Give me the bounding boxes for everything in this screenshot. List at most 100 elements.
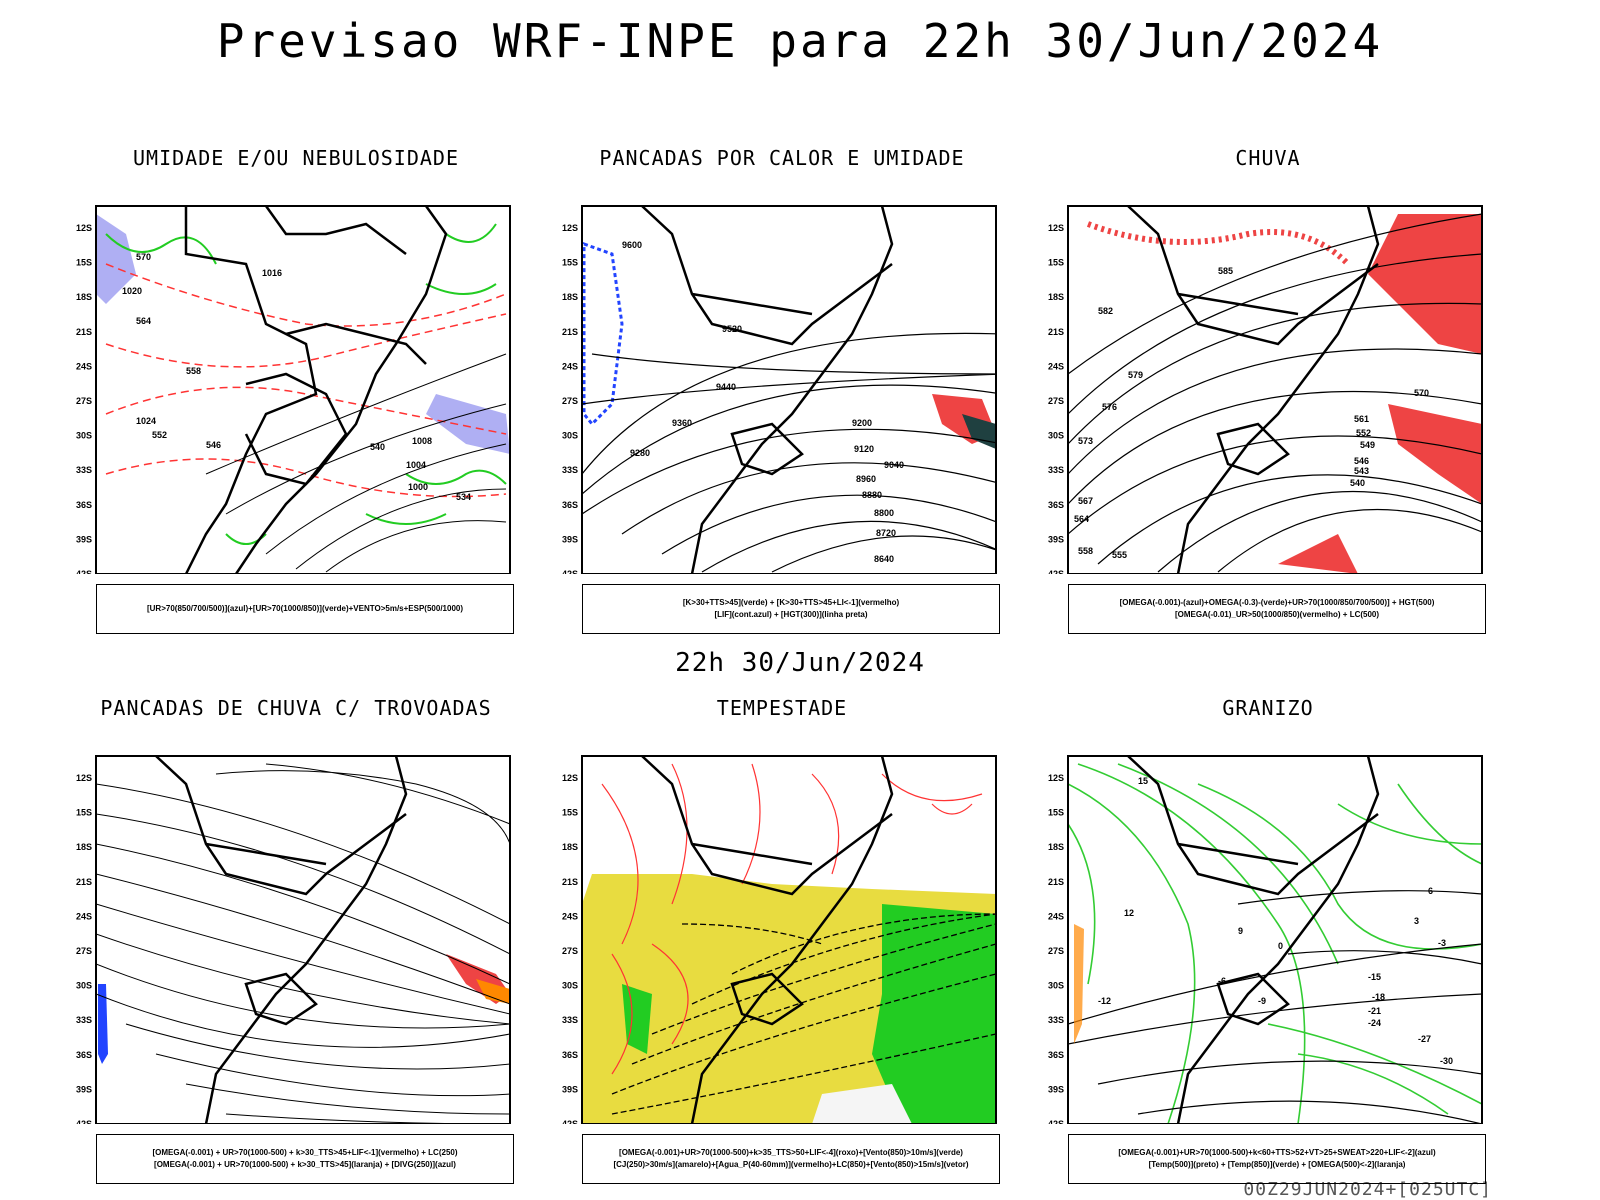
lat-tick-label: 33S [76,465,92,475]
omega-orange-area [1074,924,1084,1044]
contour-label: 561 [1354,414,1369,424]
wind-vectors [611,913,996,1115]
lat-tick-label: 24S [1048,361,1064,371]
contour-label: 558 [186,366,201,376]
contour-label: 552 [152,430,167,440]
lat-tick-label: 18S [76,292,92,302]
panel-legend: [OMEGA(-0.001)+UR>70(1000-500)+k<60+TTS>… [1068,1134,1486,1184]
lat-tick-label: 15S [76,808,92,818]
lat-tick-label: 36S [562,1050,578,1060]
forecast-map: 585 582 579 576 573 570 567 564 561 558 … [1048,205,1483,574]
rain-area-red [1388,404,1482,504]
lat-tick-label: 42S [562,1119,578,1124]
legend-line: [K>30+TTS>45](verde) + [K>30+TTS>45+LI<-… [682,598,900,607]
contour-label: 8880 [862,490,882,500]
contour-label: 8800 [874,508,894,518]
lat-tick-label: 42S [562,569,578,574]
contour-label: 576 [1102,402,1117,412]
lat-tick-label: 30S [1048,431,1064,441]
forecast-map: 12S15S18S21S24S27S30S33S36S39S42S70W65W6… [562,755,997,1124]
country-borders [641,755,893,1026]
contour-label: 9280 [630,448,650,458]
rain-area-red [1278,534,1358,574]
lat-tick-label: 39S [1048,1084,1064,1094]
streamline [205,353,507,573]
contour-label: 9600 [622,240,642,250]
forecast-map: 12S15S18S21S24S27S30S33S36S39S42S70W65W6… [76,755,511,1124]
red-dashed-contour [105,263,507,498]
contour-label: 579 [1128,370,1143,380]
panel-legend: [OMEGA(-0.001)-(azul)+OMEGA(-0.3)-(verde… [1068,584,1486,634]
lat-tick-label: 12S [76,223,92,233]
lat-tick-label: 36S [562,500,578,510]
lat-tick-label: 33S [76,1015,92,1025]
legend-line: [UR>70(850/700/500)](azul)+[UR>70(1000/8… [146,604,464,613]
contour-label: 9200 [852,418,872,428]
map-frame [1067,205,1483,574]
contour-label: 1024 [136,416,156,426]
lat-tick-label: 24S [562,361,578,371]
lat-tick-label: 18S [562,292,578,302]
contour-label: 552 [1356,428,1371,438]
lat-tick-label: 30S [76,981,92,991]
coastline [234,205,448,574]
lat-tick-label: 24S [1048,911,1064,921]
coastline [1176,205,1380,574]
contour-label: 3 [1414,916,1419,926]
contour-label: 1008 [412,436,432,446]
country-borders [155,755,407,1026]
lat-tick-label: 42S [1048,569,1064,574]
lat-tick-label: 15S [76,258,92,268]
contour-label: -15 [1368,972,1381,982]
coastline [690,205,894,574]
coastline [1176,755,1380,1124]
lat-tick-label: 12S [562,223,578,233]
panel-legend: [OMEGA(-0.001)+UR>70(1000-500)+k>35_TTS>… [582,1134,1000,1184]
contour-label: 0 [1278,941,1283,951]
lat-tick-label: 36S [1048,1050,1064,1060]
contour-label: 564 [1074,514,1089,524]
contour-label: 570 [136,252,151,262]
lat-tick-label: 27S [76,946,92,956]
lat-tick-label: 24S [562,911,578,921]
lat-tick-label: 21S [1048,327,1064,337]
lat-tick-label: 21S [1048,877,1064,887]
lat-tick-label: 30S [562,981,578,991]
contour-label: 9440 [716,382,736,392]
contour-label: 8720 [876,528,896,538]
forecast-map: 1016 1020 1024 1008 1004 1000 570 564 55… [76,205,511,574]
contour-label: 1020 [122,286,142,296]
coastline [690,755,894,1124]
contour-label: 1004 [406,460,426,470]
lat-tick-label: 36S [1048,500,1064,510]
contour-label: 12 [1124,908,1134,918]
map-frame [581,205,997,574]
lat-tick-label: 33S [1048,1015,1064,1025]
lat-tick-label: 33S [1048,465,1064,475]
lat-tick-label: 21S [562,877,578,887]
contour-label: 9 [1238,926,1243,936]
contour-label: 546 [1354,456,1369,466]
divg-blue-area [98,984,108,1064]
panel-title: CHUVA [1235,146,1301,170]
map-frame [95,755,511,1124]
contour-label: -24 [1368,1018,1381,1028]
streamline [96,763,510,1124]
contour-label: 549 [1360,440,1375,450]
lat-tick-label: 39S [76,1084,92,1094]
dark-area [962,414,996,449]
forecast-map: 9600 9520 9440 9360 9280 9200 9120 9040 … [562,205,997,574]
panel-title: GRANIZO [1222,696,1314,720]
lat-tick-label: 27S [76,396,92,406]
lat-tick-label: 27S [562,396,578,406]
temp850-green-contour [1068,763,1482,1124]
contour-label: 564 [136,316,151,326]
coastline [204,755,408,1124]
humidity-area-blue [96,214,136,304]
lat-tick-label: 30S [562,431,578,441]
contour-label: 8640 [874,554,894,564]
contour-label: 9040 [884,460,904,470]
panel-legend: [OMEGA(-0.001) + UR>70(1000-500) + k>30_… [96,1134,514,1184]
panel-title: PANCADAS DE CHUVA C/ TROVOADAS [100,696,492,720]
green-contour [105,223,507,545]
